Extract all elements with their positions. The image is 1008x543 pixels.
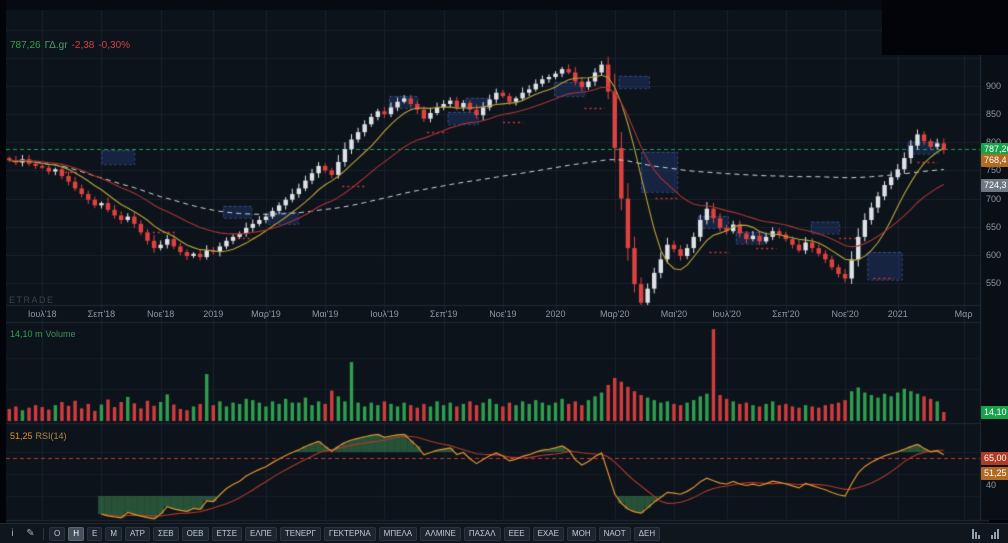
volume-badge: 14,10 m bbox=[981, 406, 1008, 420]
ticker-button[interactable]: ΕΛΠΕ bbox=[245, 526, 277, 541]
ticker-button[interactable]: ΟΕΒ bbox=[181, 526, 209, 541]
ticker-button[interactable]: ΔΕΗ bbox=[633, 526, 661, 541]
rsi-value-text: 51,25 bbox=[10, 431, 33, 441]
price-change-pct: -0,30% bbox=[98, 40, 131, 51]
rsi-value-badge: 51,25 bbox=[981, 466, 1008, 480]
ma-slow-badge: 724,3 bbox=[981, 178, 1008, 192]
toolbar-divider bbox=[43, 527, 44, 540]
ticker-button[interactable]: ΣΕΒ bbox=[153, 526, 179, 541]
ticker-button[interactable]: ΕΕΕ bbox=[503, 526, 530, 541]
last-price-badge: 787,26 bbox=[981, 143, 1008, 157]
platform-watermark: ETRADE bbox=[9, 295, 55, 305]
ticker-button[interactable]: ΤΕΝΕΡΓ bbox=[279, 526, 321, 541]
draw-pencil-icon[interactable]: ✎ bbox=[26, 528, 35, 539]
timeframe-button-E[interactable]: E bbox=[87, 526, 103, 541]
rsi-level-badge: 65,00 bbox=[981, 451, 1008, 465]
ticker-button[interactable]: ΑΤΡ bbox=[125, 526, 150, 541]
ticker-button[interactable]: ΕΤΣΕ bbox=[211, 526, 243, 541]
rsi-label-text: RSI(14) bbox=[35, 431, 67, 441]
info-icon[interactable]: i bbox=[11, 528, 14, 539]
symbol-legend: 787,26 ΓΔ.gr -2,38 -0,30% bbox=[10, 40, 134, 51]
ticker-button[interactable]: ΓΕΚΤΕΡΝΑ bbox=[323, 526, 376, 541]
timeframe-button-M[interactable]: M bbox=[105, 526, 123, 541]
ticker-button[interactable]: ΜΠΕΛΑ bbox=[378, 526, 418, 541]
timeframe-button-H[interactable]: H bbox=[68, 526, 85, 541]
ticker-button[interactable]: ΝΑΟΤ bbox=[598, 526, 631, 541]
ticker-button[interactable]: ΜΟΗ bbox=[566, 526, 596, 541]
chart-canvas[interactable] bbox=[0, 0, 1008, 523]
symbol-name: ΓΔ.gr bbox=[44, 40, 68, 51]
price-change: -2,38 bbox=[71, 40, 95, 51]
bar-chart-icon[interactable] bbox=[991, 528, 999, 539]
volume-value-text: 14,10 m bbox=[10, 329, 43, 339]
ticker-button[interactable]: ΠΑΣΑΛ bbox=[463, 526, 501, 541]
ticker-button[interactable]: ΑΛΜΙΝΕ bbox=[420, 526, 461, 541]
column-chart-icon[interactable] bbox=[972, 528, 980, 539]
volume-label-text: Volume bbox=[45, 329, 76, 339]
bottom-toolbar: i ✎ O H E M ΑΤΡ ΣΕΒ ΟΕΒ ΕΤΣΕ ΕΛΠΕ ΤΕΝΕΡΓ ΓΕΚΤΕΡΝΑ ΜΠΕ… bbox=[0, 523, 1008, 543]
ma-fast-badge: 768,4 bbox=[981, 154, 1008, 168]
timeframe-button-O[interactable]: O bbox=[49, 526, 66, 541]
volume-legend: 14,10 m Volume bbox=[10, 329, 76, 339]
last-price-text: 787,26 bbox=[10, 40, 41, 51]
ticker-button[interactable]: ΕΧΑΕ bbox=[532, 526, 564, 541]
rsi-legend: 51,25 RSI(14) bbox=[10, 431, 67, 441]
